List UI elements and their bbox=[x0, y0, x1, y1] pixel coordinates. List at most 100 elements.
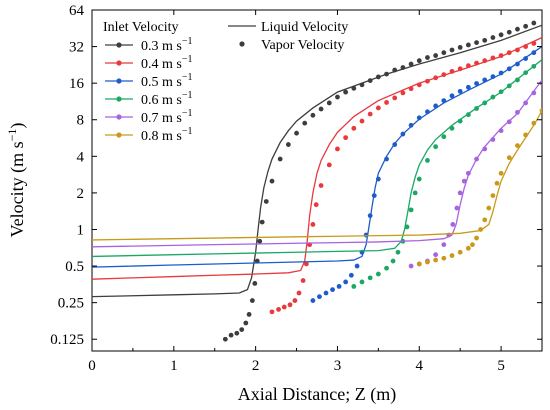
vapor-velocity-point bbox=[539, 108, 542, 114]
vapor-velocity-point bbox=[359, 279, 365, 285]
vapor-velocity-point bbox=[490, 35, 496, 40]
y-axis-label-close: ) bbox=[7, 123, 28, 129]
vapor-velocity-point bbox=[531, 63, 537, 69]
vapor-velocity-point bbox=[441, 98, 447, 103]
vapor-velocity-point bbox=[375, 176, 381, 182]
vapor-velocity-point bbox=[254, 258, 260, 264]
vapor-velocity-point bbox=[465, 84, 471, 90]
vapor-velocity-point bbox=[351, 125, 357, 131]
legend-series-label: 0.3 m s−1 bbox=[141, 36, 192, 54]
vapor-velocity-point bbox=[257, 238, 263, 244]
vapor-velocity-point bbox=[246, 312, 252, 317]
vapor-velocity-point bbox=[465, 42, 471, 48]
vapor-velocity-point bbox=[449, 253, 455, 258]
legend-series-label: 0.6 m s−1 bbox=[141, 90, 192, 108]
vapor-velocity-point bbox=[474, 106, 479, 111]
vapor-velocity-point bbox=[457, 190, 463, 196]
vapor-velocity-point bbox=[336, 284, 342, 289]
vapor-velocity-point bbox=[318, 106, 324, 112]
vapor-velocity-point bbox=[400, 131, 406, 137]
vapor-velocity-point bbox=[269, 309, 275, 315]
vapor-velocity-point bbox=[359, 118, 365, 124]
vapor-velocity-point bbox=[310, 112, 316, 118]
vapor-velocity-point bbox=[482, 58, 488, 64]
y-tick-label: 0.25 bbox=[58, 296, 84, 312]
vapor-velocity-point bbox=[416, 176, 422, 182]
x-tick-label: 1 bbox=[170, 358, 178, 374]
vapor-velocity-point bbox=[474, 156, 479, 162]
vapor-velocity-point bbox=[498, 128, 504, 134]
vapor-velocity-point bbox=[317, 294, 322, 300]
vapor-velocity-point bbox=[390, 258, 396, 264]
vapor-velocity-point bbox=[531, 40, 537, 46]
vapor-velocity-point bbox=[310, 222, 316, 227]
vapor-velocity-point bbox=[490, 94, 496, 100]
vapor-velocity-point bbox=[292, 298, 298, 303]
vapor-velocity-point bbox=[375, 271, 381, 277]
vapor-velocity-point bbox=[433, 252, 439, 258]
vapor-velocity-point bbox=[384, 265, 389, 271]
y-tick-label: 32 bbox=[69, 40, 84, 56]
vapor-velocity-point bbox=[498, 70, 504, 76]
vapor-velocity-point bbox=[367, 78, 373, 83]
vapor-velocity-point bbox=[367, 275, 373, 281]
vapor-velocity-point bbox=[449, 125, 455, 131]
y-tick-label: 0.5 bbox=[65, 259, 84, 275]
vapor-velocity-point bbox=[375, 74, 381, 80]
vapor-velocity-point bbox=[441, 255, 447, 261]
y-tick-label: 64 bbox=[69, 3, 85, 19]
x-axis-label: Axial Distance; Z (m) bbox=[238, 384, 396, 405]
series-group bbox=[92, 59, 542, 289]
vapor-velocity-point bbox=[449, 68, 455, 74]
vapor-velocity-point bbox=[482, 77, 488, 83]
legend-series-marker bbox=[116, 42, 122, 48]
x-tick-label: 5 bbox=[497, 358, 505, 374]
vapor-velocity-point bbox=[425, 55, 430, 60]
legend-series-label: 0.8 m s−1 bbox=[141, 126, 192, 144]
y-tick-label: 1 bbox=[77, 222, 85, 238]
y-tick-label: 0.125 bbox=[50, 332, 84, 348]
vapor-velocity-point bbox=[252, 281, 258, 286]
vapor-velocity-point bbox=[392, 67, 398, 73]
x-tick-label: 3 bbox=[334, 358, 342, 374]
liquid-velocity-line bbox=[92, 24, 542, 298]
legend-header-vapor: Vapor Velocity bbox=[261, 38, 344, 53]
x-tick-label: 2 bbox=[252, 358, 260, 374]
vapor-velocity-point bbox=[335, 146, 340, 152]
vapor-velocity-point bbox=[506, 66, 512, 72]
vapor-velocity-point bbox=[433, 103, 439, 109]
vapor-velocity-point bbox=[228, 332, 234, 338]
vapor-velocity-point bbox=[523, 100, 529, 106]
vapor-velocity-point bbox=[531, 50, 537, 56]
vapor-velocity-point bbox=[441, 242, 447, 248]
series-group bbox=[92, 108, 542, 267]
legend-series-marker bbox=[116, 114, 122, 120]
y-axis: 0.125 0.25 0.5 1 2 4 8 16 32 64 bbox=[50, 3, 542, 348]
vapor-velocity-point bbox=[506, 50, 512, 56]
vapor-velocity-point bbox=[457, 118, 463, 124]
vapor-velocity-point bbox=[457, 249, 463, 255]
vapor-velocity-point bbox=[412, 190, 418, 196]
vapor-velocity-point bbox=[287, 302, 293, 308]
vapor-velocity-point bbox=[482, 37, 488, 43]
vapor-velocity-point bbox=[531, 90, 537, 96]
vapor-velocity-point bbox=[310, 298, 316, 303]
vapor-velocity-point bbox=[490, 74, 496, 80]
vapor-velocity-point bbox=[474, 235, 479, 241]
vapor-velocity-point bbox=[486, 205, 492, 211]
vapor-velocity-point bbox=[303, 261, 309, 267]
vapor-velocity-point bbox=[343, 279, 349, 285]
legend-series-label: 0.5 m s−1 bbox=[141, 72, 192, 90]
vapor-velocity-point bbox=[330, 287, 335, 293]
legend-series-marker bbox=[116, 78, 122, 84]
vapor-velocity-point bbox=[515, 26, 520, 32]
vapor-velocity-point bbox=[363, 232, 369, 238]
vapor-velocity-point bbox=[523, 23, 529, 29]
liquid-velocity-line bbox=[92, 59, 542, 258]
legend-vapor-marker bbox=[239, 41, 245, 47]
y-tick-label: 8 bbox=[77, 113, 85, 129]
vapor-velocity-point bbox=[454, 205, 460, 211]
vapor-velocity-point bbox=[384, 100, 389, 105]
vapor-velocity-point bbox=[348, 272, 354, 278]
